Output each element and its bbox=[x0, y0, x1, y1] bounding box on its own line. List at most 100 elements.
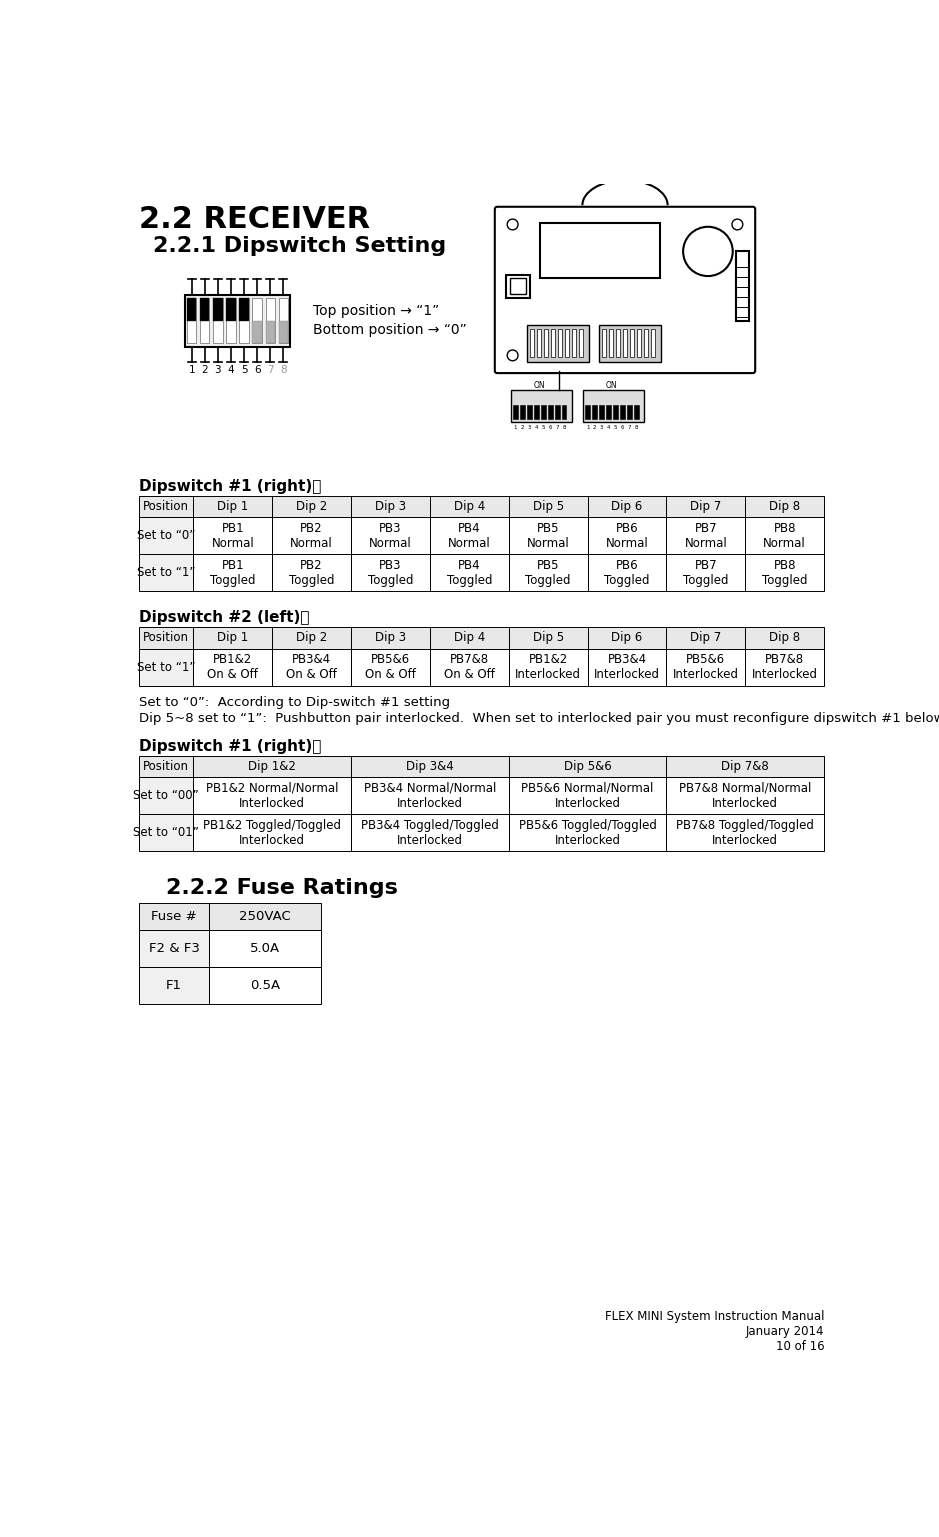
Text: 4: 4 bbox=[227, 366, 234, 375]
Text: Dip 4: Dip 4 bbox=[454, 500, 485, 513]
Bar bbox=[272, 495, 351, 516]
Bar bbox=[193, 516, 272, 553]
Bar bbox=[193, 756, 351, 778]
Bar bbox=[651, 329, 654, 357]
Bar bbox=[272, 649, 351, 686]
Bar bbox=[193, 649, 272, 686]
Text: Set to “1”: Set to “1” bbox=[137, 566, 195, 579]
Bar bbox=[351, 627, 430, 649]
Bar bbox=[593, 406, 596, 420]
Bar bbox=[544, 329, 547, 357]
Circle shape bbox=[684, 227, 732, 277]
Bar bbox=[667, 649, 746, 686]
Bar bbox=[226, 298, 236, 343]
Bar bbox=[578, 329, 583, 357]
Text: PB6
Toggled: PB6 Toggled bbox=[605, 558, 650, 587]
Bar bbox=[139, 495, 193, 516]
Text: 250VAC: 250VAC bbox=[239, 910, 291, 922]
Text: 3: 3 bbox=[215, 366, 222, 375]
Bar bbox=[239, 298, 249, 343]
Text: 5.0A: 5.0A bbox=[250, 942, 280, 954]
Text: Dipswitch #2 (left)：: Dipswitch #2 (left)： bbox=[139, 610, 310, 626]
Bar bbox=[667, 627, 746, 649]
Bar bbox=[746, 553, 824, 592]
Bar bbox=[630, 329, 634, 357]
Text: Dip 7&8: Dip 7&8 bbox=[721, 761, 769, 773]
Bar bbox=[667, 516, 746, 553]
Text: 1: 1 bbox=[189, 366, 195, 375]
Text: PB4
Toggled: PB4 Toggled bbox=[447, 558, 492, 587]
Text: 3: 3 bbox=[600, 424, 603, 430]
Text: PB7&8 Normal/Normal
Interlocked: PB7&8 Normal/Normal Interlocked bbox=[679, 782, 811, 810]
Text: PB5
Normal: PB5 Normal bbox=[527, 521, 570, 550]
Bar bbox=[279, 321, 288, 343]
Bar bbox=[509, 627, 588, 649]
Bar bbox=[667, 756, 824, 778]
Bar bbox=[588, 553, 667, 592]
Text: Fuse #: Fuse # bbox=[151, 910, 197, 922]
Text: PB3
Normal: PB3 Normal bbox=[369, 521, 412, 550]
Bar bbox=[667, 495, 746, 516]
Bar bbox=[621, 406, 624, 420]
Text: 2.2.1 Dipswitch Setting: 2.2.1 Dipswitch Setting bbox=[153, 237, 446, 257]
Bar bbox=[351, 756, 509, 778]
Text: Set to “0”: Set to “0” bbox=[137, 529, 195, 543]
Bar bbox=[193, 815, 351, 851]
Text: Dip 1&2: Dip 1&2 bbox=[248, 761, 296, 773]
Text: Set to “0”:  According to Dip-switch #1 setting: Set to “0”: According to Dip-switch #1 s… bbox=[139, 696, 450, 710]
Bar bbox=[746, 495, 824, 516]
Text: Dip 3: Dip 3 bbox=[375, 632, 406, 644]
Bar bbox=[139, 756, 193, 778]
Bar bbox=[213, 298, 223, 321]
Bar bbox=[736, 252, 749, 321]
Bar bbox=[139, 902, 208, 930]
Bar bbox=[550, 329, 555, 357]
Text: 6: 6 bbox=[548, 424, 552, 430]
Text: ON: ON bbox=[606, 381, 618, 390]
Bar bbox=[193, 627, 272, 649]
Text: Dip 1: Dip 1 bbox=[217, 632, 249, 644]
Bar bbox=[613, 406, 618, 420]
Bar bbox=[226, 298, 236, 321]
Bar bbox=[351, 649, 430, 686]
Text: F2 & F3: F2 & F3 bbox=[148, 942, 199, 954]
Text: PB5&6 Normal/Normal
Interlocked: PB5&6 Normal/Normal Interlocked bbox=[521, 782, 654, 810]
Text: Position: Position bbox=[144, 500, 189, 513]
Bar bbox=[193, 778, 351, 815]
Bar bbox=[588, 649, 667, 686]
Bar bbox=[588, 627, 667, 649]
Bar bbox=[351, 815, 509, 851]
Text: 2.2 RECEIVER: 2.2 RECEIVER bbox=[139, 206, 370, 234]
Text: 5: 5 bbox=[542, 424, 546, 430]
Text: 8: 8 bbox=[562, 424, 566, 430]
Text: 3: 3 bbox=[528, 424, 531, 430]
Text: 1: 1 bbox=[586, 424, 590, 430]
Bar bbox=[139, 930, 208, 967]
Text: PB7
Normal: PB7 Normal bbox=[685, 521, 728, 550]
Text: ON: ON bbox=[534, 381, 546, 390]
Bar bbox=[509, 778, 667, 815]
Bar bbox=[514, 406, 517, 420]
Bar bbox=[602, 329, 606, 357]
Bar bbox=[572, 329, 576, 357]
Text: Dip 6: Dip 6 bbox=[611, 632, 642, 644]
Text: PB5&6
Interlocked: PB5&6 Interlocked bbox=[673, 653, 739, 681]
Bar bbox=[139, 778, 193, 815]
Text: Dip 6: Dip 6 bbox=[611, 500, 642, 513]
Bar bbox=[272, 553, 351, 592]
Bar bbox=[208, 902, 321, 930]
Bar bbox=[187, 298, 196, 343]
Bar bbox=[562, 406, 566, 420]
Bar bbox=[430, 516, 509, 553]
Text: Dip 7: Dip 7 bbox=[690, 500, 721, 513]
Bar bbox=[599, 406, 604, 420]
Bar bbox=[139, 967, 208, 1004]
Text: PB1&2 Normal/Normal
Interlocked: PB1&2 Normal/Normal Interlocked bbox=[206, 782, 338, 810]
Bar bbox=[528, 406, 531, 420]
Bar bbox=[558, 329, 562, 357]
Text: 7: 7 bbox=[267, 366, 273, 375]
Bar bbox=[200, 298, 209, 343]
Bar bbox=[239, 298, 249, 321]
Text: Set to “00”: Set to “00” bbox=[133, 790, 199, 802]
Bar bbox=[351, 516, 430, 553]
